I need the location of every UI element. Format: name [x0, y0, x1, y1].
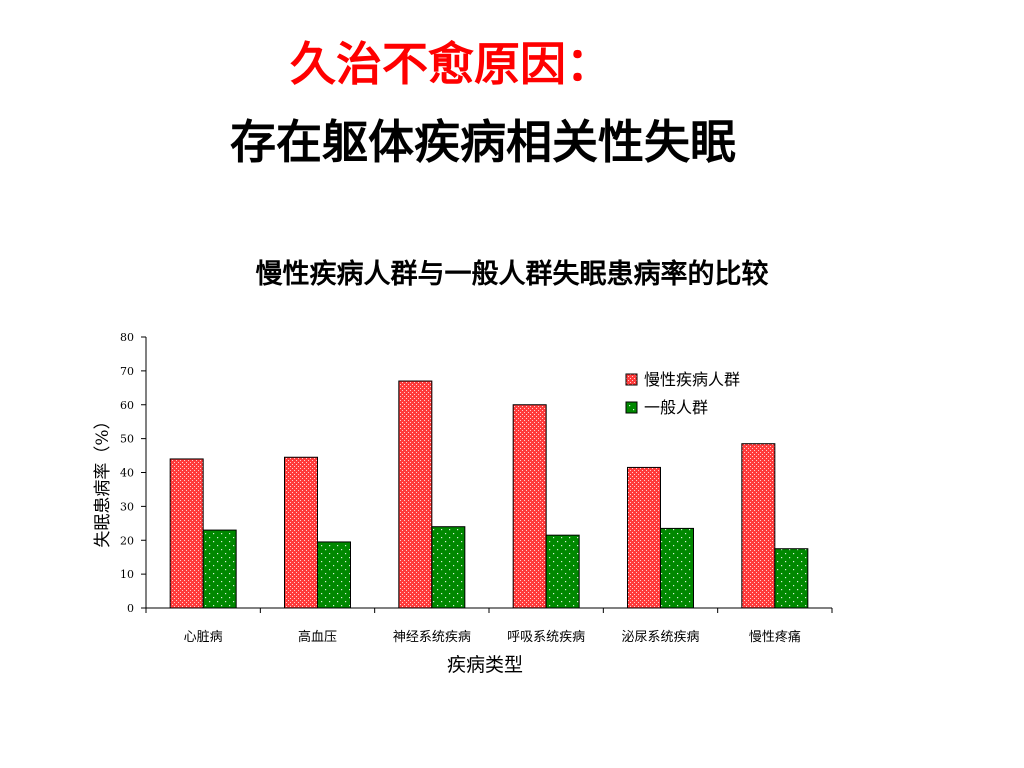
legend-swatch	[625, 401, 638, 414]
legend-label: 一般人群	[644, 398, 708, 417]
legend-label: 慢性疾病人群	[644, 370, 740, 389]
y-tick-label: 60	[120, 399, 134, 412]
y-tick-label: 10	[120, 568, 134, 581]
y-tick-label: 20	[120, 534, 134, 547]
slide-subheading: 存在躯体疾病相关性失眠	[230, 115, 736, 169]
chart-bars	[169, 380, 809, 609]
bar-chronic-2	[398, 380, 433, 609]
y-tick-label: 30	[120, 500, 134, 513]
x-tick-label: 泌尿系统疾病	[621, 630, 699, 645]
bar-chronic-5	[741, 443, 776, 609]
y-tick-label: 70	[120, 365, 134, 378]
chart-axes	[141, 336, 833, 613]
y-tick-label: 80	[120, 331, 134, 344]
y-tick-label: 40	[120, 467, 134, 480]
y-axis-title: 失眠患病率（%）	[93, 412, 113, 547]
y-tick-label: 0	[127, 602, 134, 615]
x-tick-label: 神经系统疾病	[393, 630, 471, 645]
bar-chronic-4	[627, 466, 661, 609]
legend-box	[619, 365, 781, 423]
bar-general-0	[202, 529, 237, 609]
bar-chronic-0	[169, 458, 204, 609]
chart-title: 慢性疾病人群与一般人群失眠患病率的比较	[255, 259, 769, 290]
x-tick-label: 心脏病	[184, 630, 223, 645]
x-axis-title: 疾病类型	[447, 654, 523, 676]
bar-general-3	[545, 534, 580, 609]
bar-chronic-1	[284, 456, 318, 609]
y-tick-label: 50	[120, 433, 134, 446]
bar-chronic-3	[512, 404, 547, 609]
x-tick-label: 呼吸系统疾病	[507, 630, 585, 645]
slide-heading: 久治不愈原因：	[290, 37, 612, 91]
chart-labels: 0 10 20 30 40 50 60 70 80 心脏病 高血压 神经系统疾病 呼吸系统疾病 泌尿系统疾…	[93, 331, 801, 676]
x-tick-label: 慢性疼痛	[749, 629, 801, 645]
x-tick-label: 高血压	[298, 629, 337, 645]
bar-general-4	[660, 527, 694, 609]
bar-general-1	[317, 541, 351, 609]
legend-swatch	[625, 373, 638, 386]
bar-general-2	[431, 526, 466, 609]
bar-general-5	[774, 548, 809, 609]
